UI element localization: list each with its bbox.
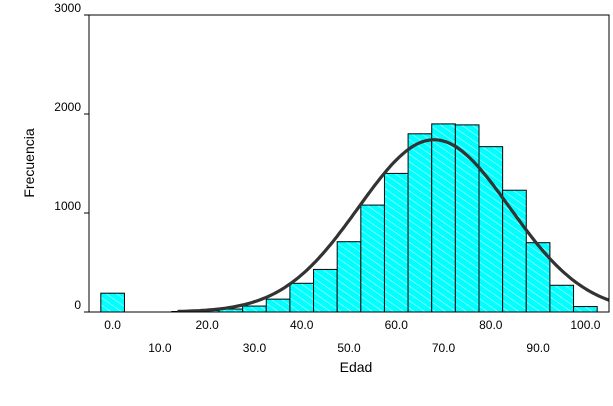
histogram-bar: [265, 298, 291, 313]
y-tick-label: 1000: [54, 199, 81, 213]
y-tick-label: 3000: [54, 1, 81, 15]
x-tick-label: 50.0: [337, 341, 361, 355]
x-tick-label: 80.0: [479, 318, 503, 332]
histogram-bar: [502, 189, 527, 313]
histogram-bar: [100, 292, 125, 313]
x-tick-label: 20.0: [196, 318, 220, 332]
x-tick-label: 30.0: [243, 341, 267, 355]
x-tick-label: 0.0: [104, 318, 121, 332]
x-tick-label: 70.0: [432, 341, 456, 355]
histogram-bar: [454, 124, 480, 313]
x-tick-label: 40.0: [290, 318, 314, 332]
normal-curve-group: [177, 138, 609, 312]
histogram-bar: [289, 282, 315, 313]
y-axis: 3000 2000 1000 0: [54, 1, 89, 313]
histogram-bar: [573, 306, 598, 313]
y-tick-label: 0: [74, 298, 81, 312]
normal-curve-line: [177, 138, 609, 312]
y-axis-title: Frecuencia: [21, 128, 37, 197]
histogram-bar: [313, 268, 338, 313]
x-axis-title: Edad: [340, 359, 373, 375]
x-tick-label: 60.0: [385, 318, 409, 332]
histogram-bar: [242, 305, 267, 313]
plot-frame: [88, 14, 610, 313]
histogram-bar: [383, 172, 409, 313]
x-tick-label: 10.0: [148, 341, 172, 355]
x-axis: 0.0 20.0 40.0 60.0 80.0 100.0 10.0 30.0 50.0 70.0…: [104, 318, 600, 355]
histogram-bar: [360, 204, 385, 313]
x-tick-label: 100.0: [570, 318, 600, 332]
y-tick-label: 2000: [54, 100, 81, 114]
histogram-bar: [407, 133, 433, 313]
histogram-bar: [431, 123, 456, 313]
histogram-bar: [336, 241, 362, 313]
x-tick-label: 90.0: [526, 341, 550, 355]
histogram-bar: [549, 284, 575, 313]
